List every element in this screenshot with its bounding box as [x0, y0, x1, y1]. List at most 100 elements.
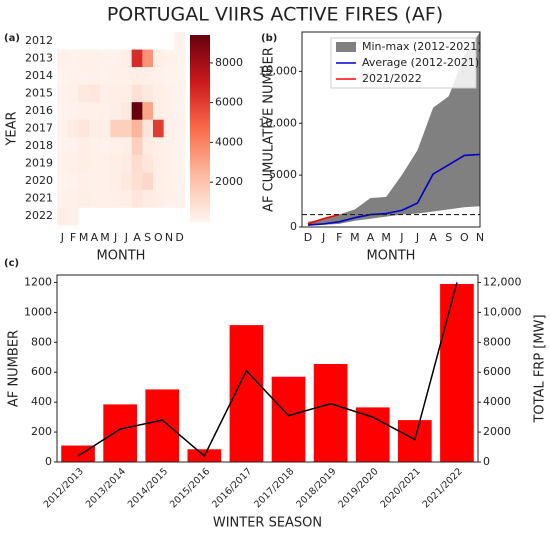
heat-cell	[78, 154, 90, 173]
axis-label: YEAR	[5, 111, 20, 146]
heat-cell	[174, 119, 186, 138]
heat-cell	[57, 189, 68, 208]
legend-label: 2021/2022	[362, 72, 422, 85]
y2-tick-label: 12,000	[483, 275, 522, 288]
x-tick-label: 2014/2015	[126, 466, 170, 510]
legend-label: Average (2012-2021)	[362, 56, 479, 69]
legend-label: Min-max (2012-2021)	[362, 40, 482, 53]
heat-cell	[57, 137, 68, 156]
x-tick-label: O	[154, 231, 163, 244]
heat-cell	[57, 102, 68, 121]
y2-tick-label: 4000	[483, 395, 511, 408]
x-tick-label: 2020/2021	[379, 466, 423, 510]
y-tick-label: 2019	[25, 157, 53, 170]
x-tick-label: 2015/2016	[168, 466, 212, 510]
heat-cell	[163, 102, 175, 121]
heat-cell	[121, 172, 132, 191]
heat-cell	[89, 189, 100, 208]
heat-cell	[131, 102, 143, 121]
series-line	[77, 282, 458, 458]
heat-cell	[174, 172, 186, 191]
heat-cell	[89, 172, 100, 191]
heat-cell	[67, 102, 79, 121]
heat-cell	[110, 119, 122, 138]
heat-cell	[78, 119, 90, 138]
colorbar-tick-label: 6000	[215, 96, 243, 109]
heat-cell	[121, 84, 132, 103]
y2-tick-label: 2000	[483, 425, 511, 438]
heat-cell	[89, 137, 100, 156]
legend-swatch	[336, 42, 356, 52]
x-tick-label: N	[476, 231, 484, 244]
x-axis-label: WINTER SEASON	[213, 516, 322, 531]
y-tick-label: 2022	[25, 209, 53, 222]
y-tick-label: 2013	[25, 51, 53, 64]
x-tick-label: F	[70, 231, 76, 244]
y2-tick-label: 10,000	[483, 305, 522, 318]
heat-cell	[153, 49, 164, 68]
colorbar	[190, 35, 210, 222]
heat-cell	[174, 137, 186, 156]
heat-cell	[99, 137, 111, 156]
x-tick-label: A	[133, 231, 141, 244]
heat-cell	[163, 49, 175, 68]
heat-cell	[110, 84, 122, 103]
heat-cell	[163, 119, 175, 138]
x-tick-label: J	[415, 231, 419, 244]
heat-cell	[99, 102, 111, 121]
heat-cell	[110, 172, 122, 191]
heat-cell	[110, 137, 122, 156]
heat-cell	[67, 67, 79, 85]
panel-label: (b)	[261, 33, 277, 44]
x-tick-label: 2013/2014	[84, 466, 128, 510]
heat-cell	[163, 84, 175, 103]
x-tick-label: S	[144, 231, 151, 244]
y2-tick-label: 8000	[483, 335, 511, 348]
bar	[398, 420, 432, 462]
bar	[103, 404, 137, 462]
x-tick-label: J	[60, 231, 64, 244]
panel-label: (c)	[4, 258, 19, 269]
heat-cell	[142, 119, 154, 138]
heat-cell	[89, 67, 100, 85]
heat-cell	[121, 189, 132, 208]
heat-cell	[57, 119, 68, 138]
heat-cell	[153, 137, 164, 156]
heat-cell	[78, 84, 90, 103]
heat-cell	[131, 67, 143, 85]
heat-cell	[67, 172, 79, 191]
heat-cell	[131, 119, 143, 138]
x-tick-label: D	[304, 231, 312, 244]
heat-cell	[142, 189, 154, 208]
x-tick-label: 2012/2013	[42, 466, 86, 510]
y-tick-label: 5000	[269, 168, 297, 181]
y-tick-label: 0	[45, 455, 52, 468]
x-tick-label: 2016/2017	[210, 466, 254, 510]
heat-cell	[99, 154, 111, 173]
heat-cell	[67, 137, 79, 156]
heat-cell	[57, 49, 68, 68]
bar	[145, 389, 180, 462]
series-line	[307, 153, 481, 226]
heat-cell	[67, 207, 79, 226]
axes-frame	[56, 274, 479, 463]
y-tick-label: 1200	[24, 275, 52, 288]
bar	[440, 283, 474, 462]
y-tick-label: 1000	[24, 305, 52, 318]
heat-cell	[121, 154, 132, 173]
heat-cell	[153, 67, 164, 85]
heat-cell	[110, 102, 122, 121]
heat-cell	[142, 102, 154, 121]
heat-cell	[142, 137, 154, 156]
y-tick-label: 2015	[25, 86, 53, 99]
x-tick-label: J	[321, 231, 325, 244]
colorbar-tick-label: 8000	[215, 56, 243, 69]
axis-label: TOTAL FRP [MW]	[533, 314, 548, 423]
heat-cell	[174, 67, 186, 85]
heat-cell	[99, 119, 111, 138]
figure-title: PORTUGAL VIIRS ACTIVE FIRES (AF)	[107, 4, 443, 26]
heat-cell	[142, 49, 154, 68]
heat-cell	[67, 119, 79, 138]
y-tick-label: 2016	[25, 104, 53, 117]
